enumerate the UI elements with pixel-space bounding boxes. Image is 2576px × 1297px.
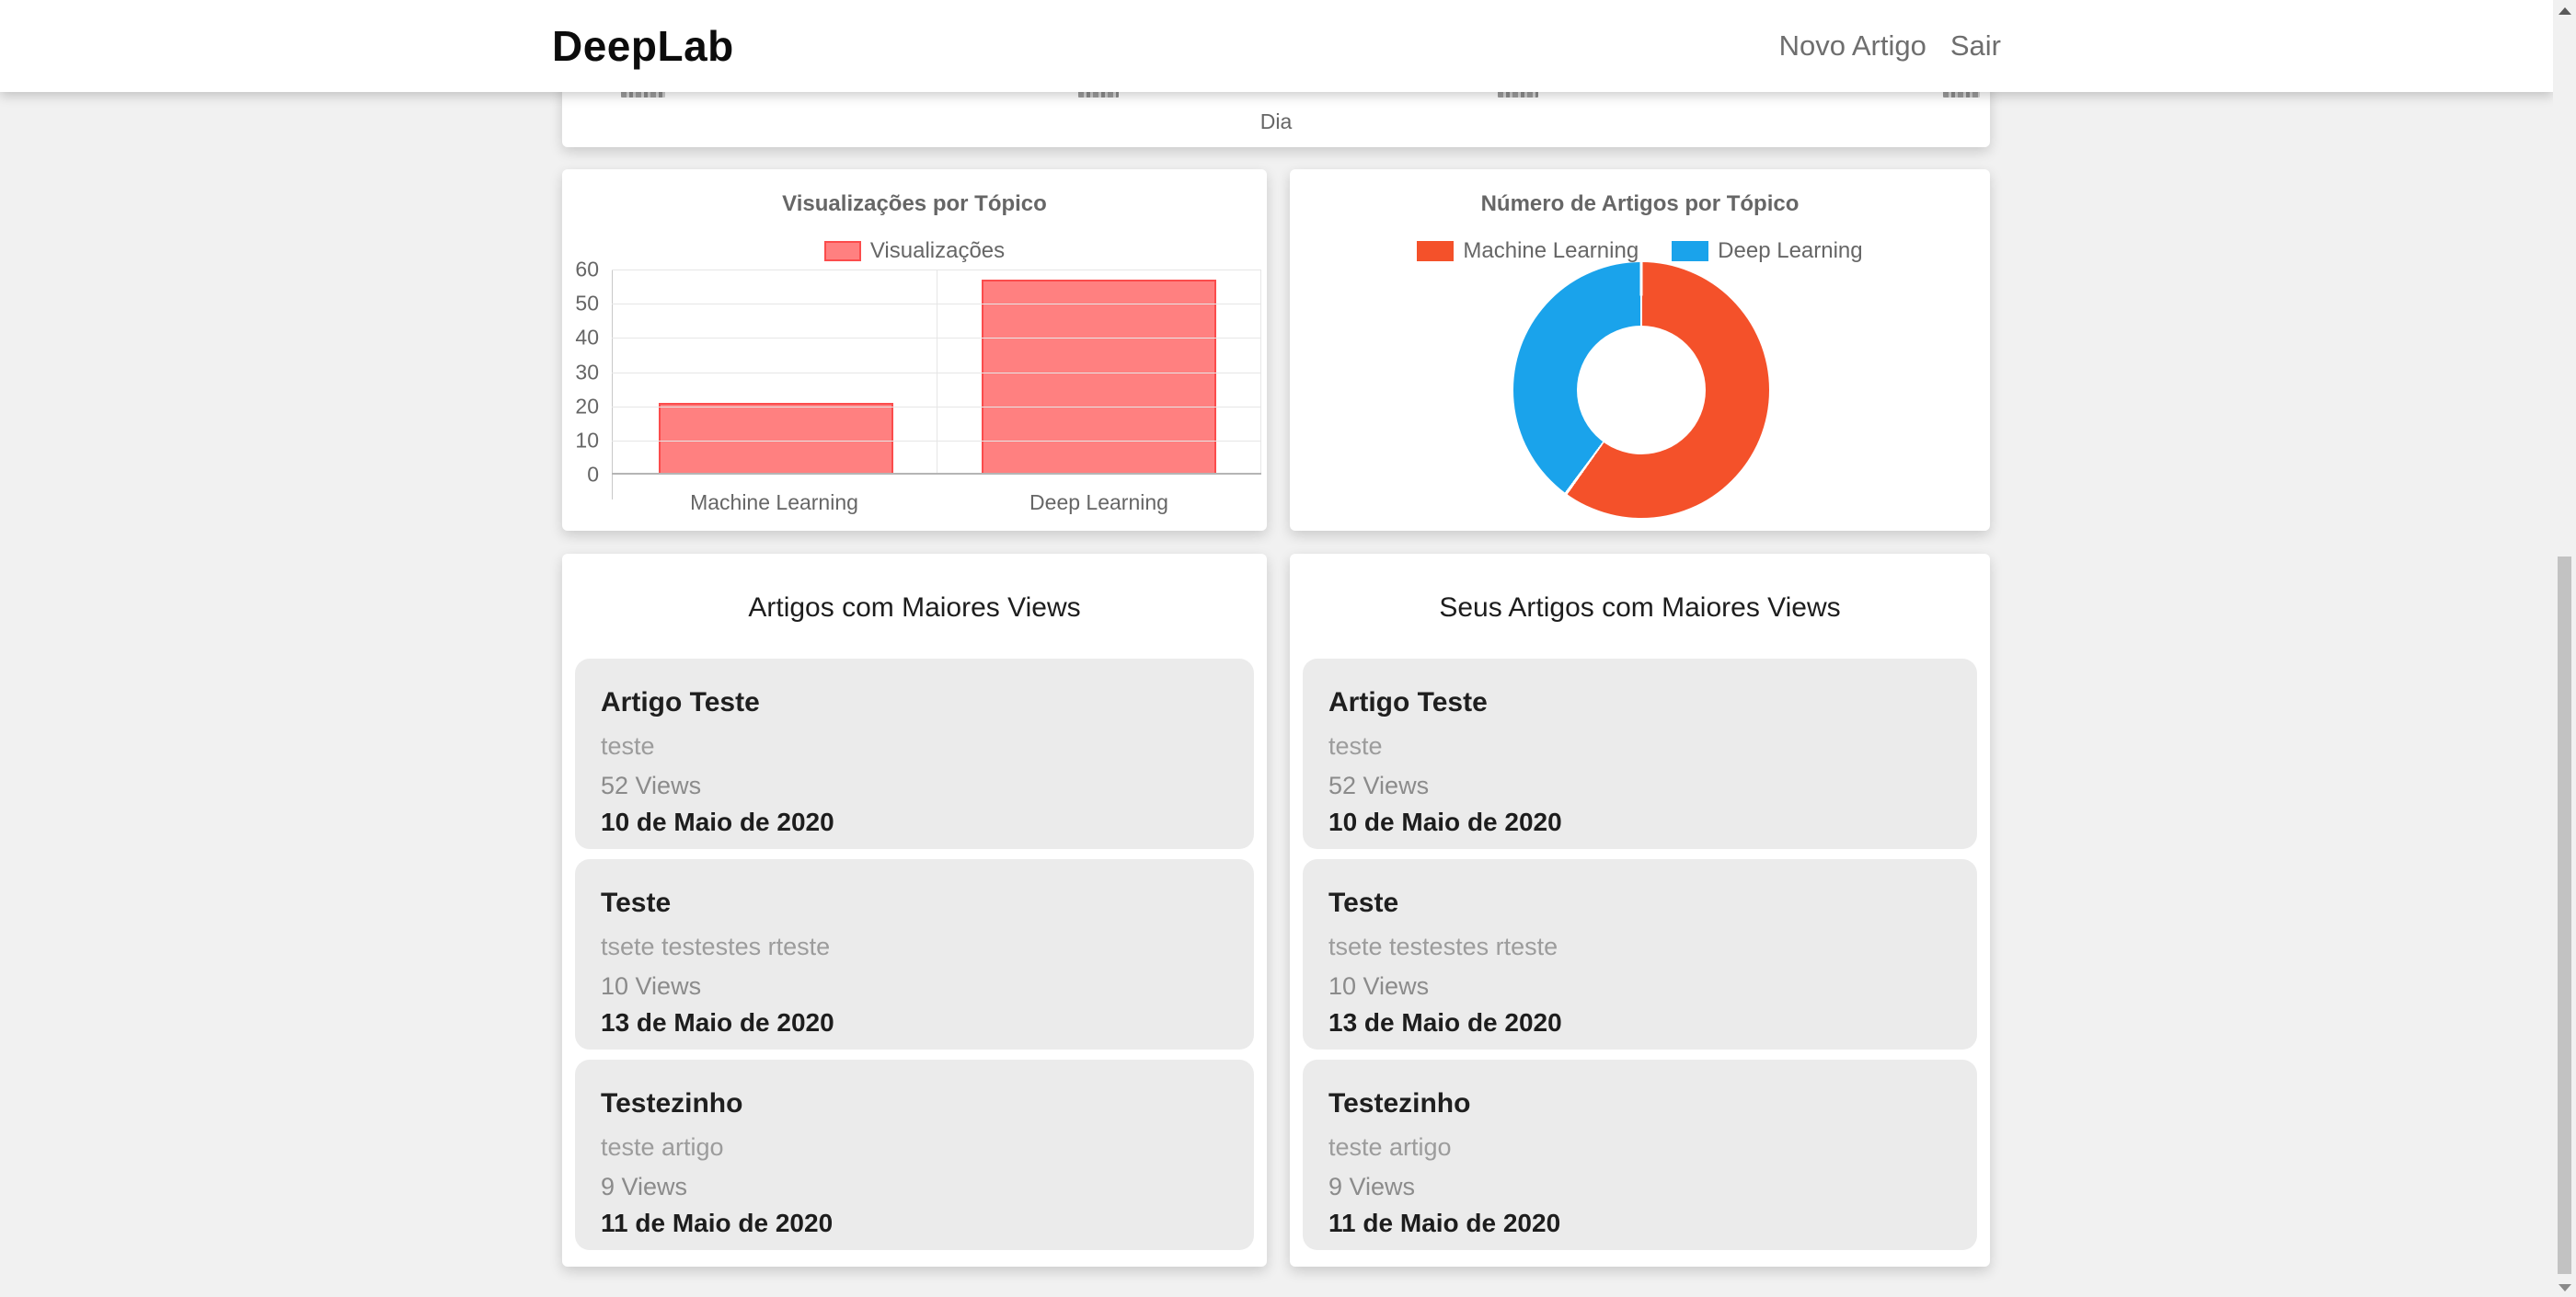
article-views: 52 Views [1328, 772, 1430, 799]
clipped-xtick-fragment [621, 91, 665, 98]
legend-item-visualizacoes[interactable]: Visualizações [823, 238, 1006, 264]
scroll-down-arrow-icon[interactable] [2558, 1284, 2571, 1291]
bar-deep-learning[interactable] [982, 280, 1216, 475]
y-tick-label: 60 [575, 257, 599, 281]
top-navbar: DeepLab Novo Artigo Sair [0, 0, 2553, 92]
clipped-xtick-fragment [1498, 91, 1538, 98]
y-tick-label: 20 [575, 394, 599, 419]
legend-label: Deep Learning [1718, 238, 1863, 263]
article-subtitle: teste [1328, 732, 1383, 760]
article-subtitle: teste [601, 732, 655, 760]
doughnut-chart[interactable] [1513, 262, 1769, 518]
article-views: 10 Views [1328, 972, 1430, 1000]
y-tick-label: 40 [575, 325, 599, 350]
article-tile[interactable]: Artigo Teste teste 52 Views 10 de Maio d… [1303, 659, 1977, 849]
article-title: Teste [1328, 888, 1399, 918]
xcategory-deep-learning: Deep Learning [1029, 490, 1168, 514]
nav-link-novo-artigo[interactable]: Novo Artigo [1778, 29, 1926, 62]
articles-by-topic-card: Número de Artigos por Tópico Machine Lea… [1290, 169, 1990, 531]
nav-links: Novo Artigo Sair [1779, 29, 2001, 63]
article-subtitle: tsete testestes rteste [1328, 933, 1558, 960]
article-subtitle: tsete testestes rteste [601, 933, 831, 960]
article-views: 10 Views [601, 972, 702, 1000]
xaxis-label-dia: Dia [1259, 109, 1293, 133]
horizontal-gridline [612, 440, 1261, 442]
nav-link-sair[interactable]: Sair [1949, 29, 2001, 62]
article-date: 11 de Maio de 2020 [1328, 1209, 1561, 1237]
legend-swatch-orange [1417, 241, 1455, 261]
legend-swatch-red [823, 241, 861, 261]
legend-item-deep-learning[interactable]: Deep Learning [1672, 238, 1863, 264]
article-title: Teste [601, 888, 672, 918]
y-tick-label: 50 [575, 291, 599, 316]
article-tile[interactable]: Teste tsete testestes rteste 10 Views 13… [1303, 859, 1977, 1050]
bar-chart-title: Visualizações por Tópico [782, 191, 1047, 216]
legend-label: Machine Learning [1463, 238, 1639, 263]
legend-swatch-blue [1672, 241, 1709, 261]
article-title: Artigo Teste [601, 687, 760, 717]
article-date: 13 de Maio de 2020 [1328, 1008, 1562, 1037]
article-tiles: Artigo Teste teste 52 Views 10 de Maio d… [562, 624, 1267, 1250]
scrollbar-thumb[interactable] [2558, 557, 2571, 1274]
article-views: 9 Views [601, 1173, 688, 1200]
article-title: Testezinho [1328, 1088, 1471, 1119]
vertical-scrollbar[interactable] [2553, 0, 2576, 1297]
list-title: Artigos com Maiores Views [748, 592, 1081, 623]
legend-item-machine-learning[interactable]: Machine Learning [1417, 238, 1639, 264]
article-subtitle: teste artigo [1328, 1133, 1452, 1161]
brand-logo[interactable]: DeepLab [552, 22, 734, 70]
horizontal-gridline [612, 338, 1261, 339]
legend-label: Visualizações [869, 238, 1006, 263]
doughnut-hole [1577, 326, 1706, 454]
bar-chart-plot-area[interactable]: Machine Learning Deep Learning 0 10 20 30 40… [575, 258, 1261, 514]
article-views: 9 Views [1328, 1173, 1416, 1200]
navbar-inner: DeepLab Novo Artigo Sair [552, 0, 2001, 92]
donut-chart-legend: Machine Learning Deep Learning [1290, 238, 1990, 264]
article-tiles: Artigo Teste teste 52 Views 10 de Maio d… [1290, 624, 1990, 1250]
article-date: 11 de Maio de 2020 [601, 1209, 834, 1237]
article-subtitle: teste artigo [601, 1133, 724, 1161]
x-axis-baseline [612, 473, 1261, 475]
clipped-xtick-fragment [1943, 91, 1980, 98]
donut-chart-title: Número de Artigos por Tópico [1480, 191, 1800, 216]
article-tile[interactable]: Artigo Teste teste 52 Views 10 de Maio d… [575, 659, 1254, 849]
your-top-articles-card: Seus Artigos com Maiores Views Artigo Te… [1290, 554, 1990, 1267]
article-date: 10 de Maio de 2020 [1328, 808, 1562, 836]
article-date: 13 de Maio de 2020 [601, 1008, 834, 1037]
xcategory-machine-learning: Machine Learning [690, 490, 858, 514]
clipped-xtick-fragment [1078, 91, 1119, 98]
article-title: Testezinho [601, 1088, 743, 1119]
y-tick-label: 0 [587, 462, 599, 487]
article-date: 10 de Maio de 2020 [601, 808, 834, 836]
y-axis-line [612, 270, 613, 499]
y-tick-label: 10 [575, 428, 599, 453]
article-views: 52 Views [601, 772, 702, 799]
y-tick-label: 30 [575, 360, 599, 384]
article-title: Artigo Teste [1328, 687, 1488, 717]
bar-machine-learning[interactable] [659, 402, 893, 475]
list-title: Seus Artigos com Maiores Views [1439, 592, 1841, 623]
views-by-topic-card: Visualizações por Tópico Visualizações M… [562, 169, 1267, 531]
article-tile[interactable]: Teste tsete testestes rteste 10 Views 13… [575, 859, 1254, 1050]
article-tile[interactable]: Testezinho teste artigo 9 Views 11 de Ma… [1303, 1060, 1977, 1250]
top-articles-card: Artigos com Maiores Views Artigo Teste t… [562, 554, 1267, 1267]
scroll-up-arrow-icon[interactable] [2558, 7, 2571, 15]
article-tile[interactable]: Testezinho teste artigo 9 Views 11 de Ma… [575, 1060, 1254, 1250]
bar-chart-legend: Visualizações [562, 238, 1267, 264]
